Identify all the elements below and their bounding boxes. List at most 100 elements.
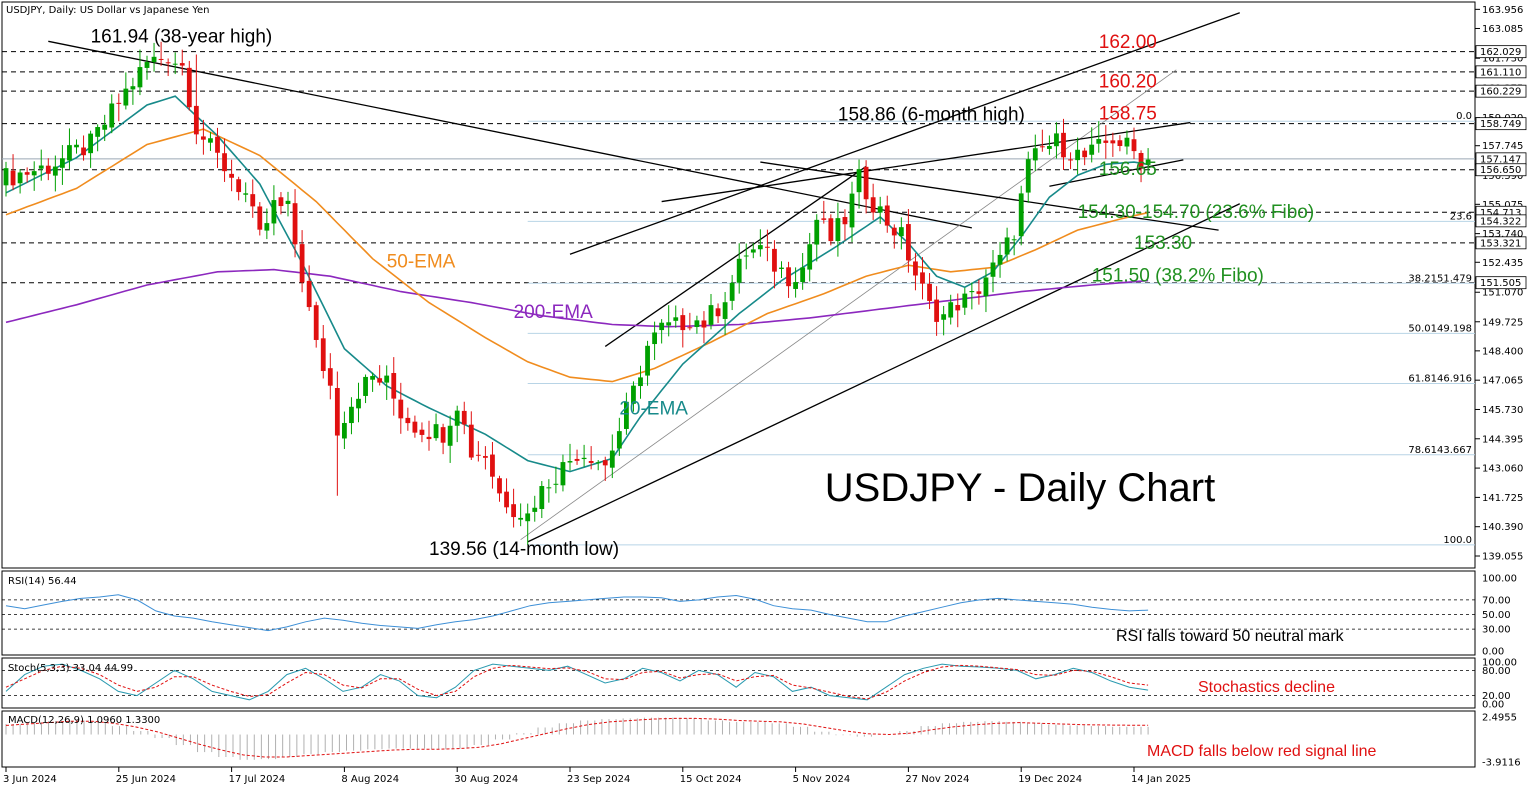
candle-body [694,320,700,328]
candle-body [828,218,834,242]
candle-body [616,431,622,449]
macd-tick-label: -3.9116 [1482,758,1521,769]
stoch-d-line [5,664,1149,700]
candle-body [1145,159,1151,165]
candle-body [52,166,58,176]
price-tick-label: 148.400 [1482,346,1523,357]
candle-body [687,327,693,329]
candle-body [60,158,65,168]
annotation-label: 162.00 [1099,32,1157,53]
candle-body [800,267,806,283]
date-tick-label: 3 Jun 2024 [3,774,57,785]
candle-body [891,227,897,236]
candle-body [285,200,291,204]
rsi-panel-frame [1,570,1476,656]
candle-body [370,376,375,380]
candle-body [856,169,862,193]
candle-body [546,487,552,489]
annotation-label: 158.86 (6-month high) [838,104,1025,125]
annotation-label: 200-EMA [514,302,594,323]
candle-body [1025,159,1031,193]
candle-body [299,244,305,283]
candle-body [1124,137,1130,147]
candle-body [1011,239,1017,241]
price-highlight-box [1475,65,1527,79]
candle-body [45,165,51,174]
rsi-tick-label: 30.00 [1482,625,1511,636]
annotation-label: 160.20 [1099,71,1157,92]
candle-body [412,421,418,433]
candle-body [363,376,368,396]
candle-body [24,172,30,175]
candle-body [440,427,446,443]
date-tick-label: 8 Aug 2024 [341,774,399,785]
candle-body [588,461,594,463]
price-tick-label: 144.395 [1482,434,1523,445]
candle-body [849,193,855,228]
candle-body [271,200,277,224]
candle-body [447,425,453,446]
candle-body [736,258,742,283]
candle-body [229,173,234,178]
candle-body [454,410,460,426]
rsi-tick-label: 100.00 [1482,574,1517,585]
candle-body [1039,146,1045,148]
candle-body [1089,144,1095,155]
price-highlight-box [1475,84,1527,98]
annotation-label: 153.30 [1134,233,1192,254]
date-tick-label: 17 Jul 2024 [229,774,286,785]
candle-body [342,422,347,439]
annotation-label: 156.65 [1099,159,1157,180]
fibo-label: 78.6143.667 [1408,445,1472,456]
price-highlight-box [1475,163,1527,177]
candle-body [201,136,206,140]
price-highlight-box [1475,45,1527,59]
candle-body [1075,149,1080,161]
candle-body [631,385,636,404]
price-tick-label: 143.060 [1482,464,1523,475]
candle-body [518,517,524,520]
price-highlight-box [1475,276,1527,290]
annotation-label: 154.30-154.70 (23.6% Fibo) [1078,202,1315,223]
candle-body [264,223,270,231]
candle-body [236,179,242,193]
trendline [760,161,1219,231]
candle-body [743,255,749,257]
trendline [569,12,1240,255]
candle-body [976,291,982,294]
candle-body [581,457,587,460]
candle-body [426,436,432,440]
rsi-tick-label: 0.00 [1482,647,1504,658]
candle-body [997,254,1003,265]
price-tick-label: 156.390 [1482,171,1523,182]
candle-body [475,454,481,456]
candle-body [377,378,383,383]
candle-body [74,144,79,148]
candle-body [948,302,954,318]
candle-body [461,410,467,425]
price-tick-label: 141.725 [1482,493,1523,504]
rsi-tick-label: 70.00 [1482,595,1511,606]
candle-body [1082,150,1088,158]
rsi-note: RSI falls toward 50 neutral mark [1116,628,1345,645]
candle-body [356,398,361,409]
price-tick-label: 152.435 [1482,258,1523,269]
price-tick-label: 163.956 [1482,5,1523,16]
fibo-label: 50.0149.198 [1408,323,1472,334]
annotation-label: 158.75 [1099,103,1157,124]
stoch-tick-label: 100.00 [1482,658,1517,669]
candle-body [327,368,333,386]
rsi-line [5,594,1149,632]
macd-signal-line [5,717,1149,758]
candle-body [772,248,777,272]
price-highlight-box [1475,117,1527,131]
candle-body [715,308,721,317]
candle-body [821,218,827,220]
annotations: 161.94 (38-year high) 139.56 (14-month lo… [91,26,1315,560]
price-highlight-label: 154.322 [1480,216,1521,227]
candle-body [95,127,101,137]
candle-body [602,460,608,466]
candle-body [130,86,136,90]
date-tick-label: 30 Aug 2024 [454,774,518,785]
trendline [527,203,1241,543]
